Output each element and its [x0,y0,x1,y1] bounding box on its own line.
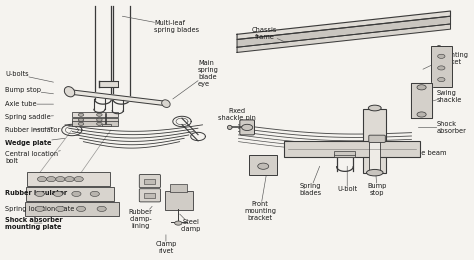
Text: Rubber
clamp-
lining: Rubber clamp- lining [129,206,153,229]
Circle shape [242,124,253,131]
Circle shape [438,77,445,82]
Polygon shape [237,24,450,53]
Text: Swing
shackle: Swing shackle [420,90,462,104]
Circle shape [258,163,269,169]
FancyBboxPatch shape [72,112,118,117]
FancyBboxPatch shape [369,135,385,142]
FancyBboxPatch shape [25,202,119,216]
Text: Central location
bolt: Central location bolt [5,151,60,164]
Circle shape [37,177,46,182]
Ellipse shape [366,170,383,176]
FancyBboxPatch shape [72,121,118,126]
Text: Rubber insulator: Rubber insulator [5,127,61,133]
Circle shape [65,177,74,182]
FancyBboxPatch shape [101,124,111,126]
FancyBboxPatch shape [27,172,110,186]
Polygon shape [67,90,168,106]
Ellipse shape [228,125,232,129]
Text: Spring saddle: Spring saddle [5,114,54,120]
Text: Bump stop: Bump stop [5,87,54,94]
Ellipse shape [162,100,170,107]
FancyBboxPatch shape [240,120,255,135]
Text: Fixed
shackle pin: Fixed shackle pin [218,108,256,125]
Text: Axle tube: Axle tube [5,101,54,107]
Polygon shape [237,11,450,40]
Text: U-bolts: U-bolts [5,72,54,82]
FancyBboxPatch shape [431,47,452,87]
FancyBboxPatch shape [369,141,380,173]
Circle shape [97,113,102,116]
Text: Rubber insulator: Rubber insulator [5,190,67,196]
Text: Front
mounting
bracket: Front mounting bracket [244,171,276,222]
Circle shape [417,112,426,117]
Circle shape [46,177,56,182]
FancyBboxPatch shape [284,141,420,157]
FancyBboxPatch shape [249,155,277,175]
Circle shape [56,177,65,182]
Text: Steel
clamp: Steel clamp [180,214,201,232]
Circle shape [97,118,102,121]
Circle shape [174,221,182,225]
FancyBboxPatch shape [164,191,192,210]
FancyBboxPatch shape [139,189,160,202]
Circle shape [438,54,445,58]
FancyBboxPatch shape [72,118,118,122]
Ellipse shape [64,87,75,97]
FancyBboxPatch shape [100,81,118,87]
Text: Rear
mounting
bracket: Rear mounting bracket [423,45,469,69]
FancyBboxPatch shape [145,193,155,198]
FancyBboxPatch shape [170,184,187,192]
Circle shape [35,191,44,197]
FancyBboxPatch shape [363,108,386,173]
FancyBboxPatch shape [139,174,160,188]
Circle shape [90,191,100,197]
Circle shape [35,206,44,211]
Circle shape [78,118,84,121]
Circle shape [74,177,83,182]
Text: Multi-leaf
spring blades: Multi-leaf spring blades [122,16,200,33]
Circle shape [78,122,84,125]
Circle shape [72,191,81,197]
Text: Wedge plate: Wedge plate [5,138,65,146]
FancyBboxPatch shape [26,187,114,201]
Polygon shape [237,16,450,47]
Text: Chassis
frame: Chassis frame [252,27,285,42]
Text: Shock
absorber: Shock absorber [419,121,466,134]
Text: Shock absorber
mounting plate: Shock absorber mounting plate [5,217,63,230]
Text: Main
spring
blade
eye: Main spring blade eye [173,60,219,99]
Polygon shape [411,83,432,118]
Text: Clamp
rivet: Clamp rivet [155,235,177,254]
Text: Bump
stop: Bump stop [367,160,387,196]
Circle shape [97,206,106,211]
Circle shape [438,66,445,70]
Circle shape [97,122,102,125]
Circle shape [76,206,86,211]
Text: Axle beam: Axle beam [405,148,447,156]
Ellipse shape [368,105,381,111]
FancyBboxPatch shape [334,154,356,157]
Circle shape [417,85,426,90]
Text: Spring location plate: Spring location plate [5,206,75,212]
Circle shape [56,206,65,211]
Circle shape [54,191,63,197]
Text: Spring
blades: Spring blades [300,166,321,196]
Circle shape [78,113,84,116]
Text: U-bolt: U-bolt [337,166,357,192]
FancyBboxPatch shape [145,179,155,184]
FancyBboxPatch shape [334,152,356,154]
